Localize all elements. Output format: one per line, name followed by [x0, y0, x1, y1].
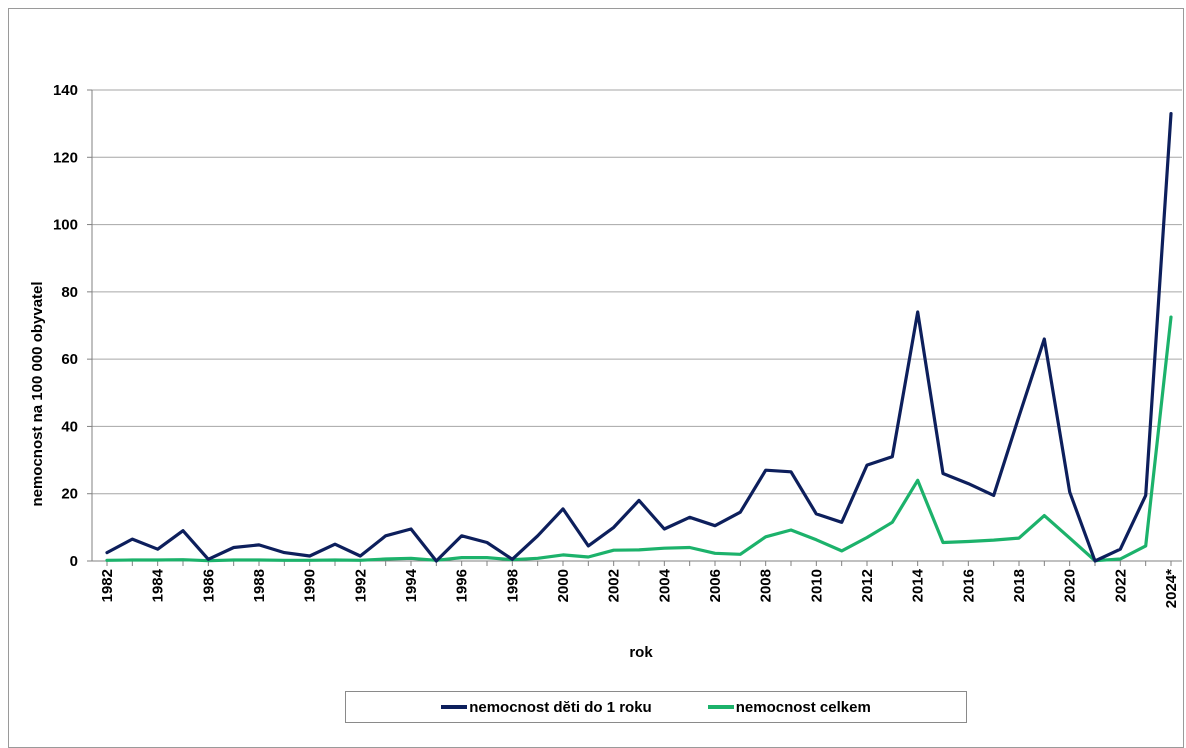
x-tick-label-2016: 2016 [960, 569, 977, 602]
x-tick-label-2012: 2012 [859, 569, 876, 602]
x-tick-label-1994: 1994 [403, 568, 420, 602]
x-tick-label-2022: 2022 [1112, 569, 1129, 602]
x-tick-label-2010: 2010 [808, 569, 825, 602]
x-tick-label-1990: 1990 [302, 569, 319, 602]
x-axis-title: rok [629, 644, 653, 661]
y-axis-title: nemocnost na 100 000 obyvatel [29, 281, 46, 506]
legend-swatch-total [708, 705, 734, 709]
y-tick-label-60: 60 [61, 351, 78, 368]
y-tick-label-40: 40 [61, 418, 78, 435]
y-tick-label-100: 100 [53, 217, 78, 234]
legend-label-children: nemocnost dĕti do 1 roku [469, 699, 652, 716]
gridlines [92, 90, 1182, 494]
x-tick-label-1982: 1982 [99, 569, 116, 602]
x-axis-ticks: 1982 1984 1986 1988 1990 1992 1994 1996 1998 2000… [99, 561, 1180, 608]
x-tick-label-1996: 1996 [454, 569, 471, 602]
legend-swatch-children [441, 705, 467, 709]
x-tick-label-2020: 2020 [1062, 569, 1079, 602]
x-tick-label-1998: 1998 [504, 569, 521, 602]
y-tick-label-0: 0 [70, 553, 78, 570]
x-tick-label-1984: 1984 [150, 568, 167, 602]
x-tick-label-2014: 2014 [910, 568, 927, 602]
y-tick-label-140: 140 [53, 82, 78, 99]
y-tick-label-120: 120 [53, 149, 78, 166]
legend-label-total: nemocnost celkem [736, 699, 871, 716]
x-tick-label-2004: 2004 [656, 568, 673, 602]
y-tick-label-20: 20 [61, 486, 78, 503]
y-tick-label-80: 80 [61, 284, 78, 301]
legend-item-children: nemocnost dĕti do 1 roku [441, 699, 652, 716]
legend-item-total: nemocnost celkem [708, 699, 871, 716]
x-tick-label-1988: 1988 [251, 569, 268, 602]
x-tick-label-2018: 2018 [1011, 569, 1028, 602]
x-tick-label-2002: 2002 [606, 569, 623, 602]
x-tick-label-2006: 2006 [707, 569, 724, 602]
x-tick-label-2000: 2000 [555, 569, 572, 602]
y-axis-ticks: 0 20 40 60 80 100 120 140 [53, 82, 92, 570]
axes [92, 90, 1182, 561]
x-tick-label-1992: 1992 [352, 569, 369, 602]
x-tick-label-1986: 1986 [200, 569, 217, 602]
x-tick-label-2008: 2008 [758, 569, 775, 602]
x-tick-label-2024*: 2024* [1163, 569, 1180, 608]
legend: nemocnost dĕti do 1 roku nemocnost celke… [345, 691, 967, 723]
